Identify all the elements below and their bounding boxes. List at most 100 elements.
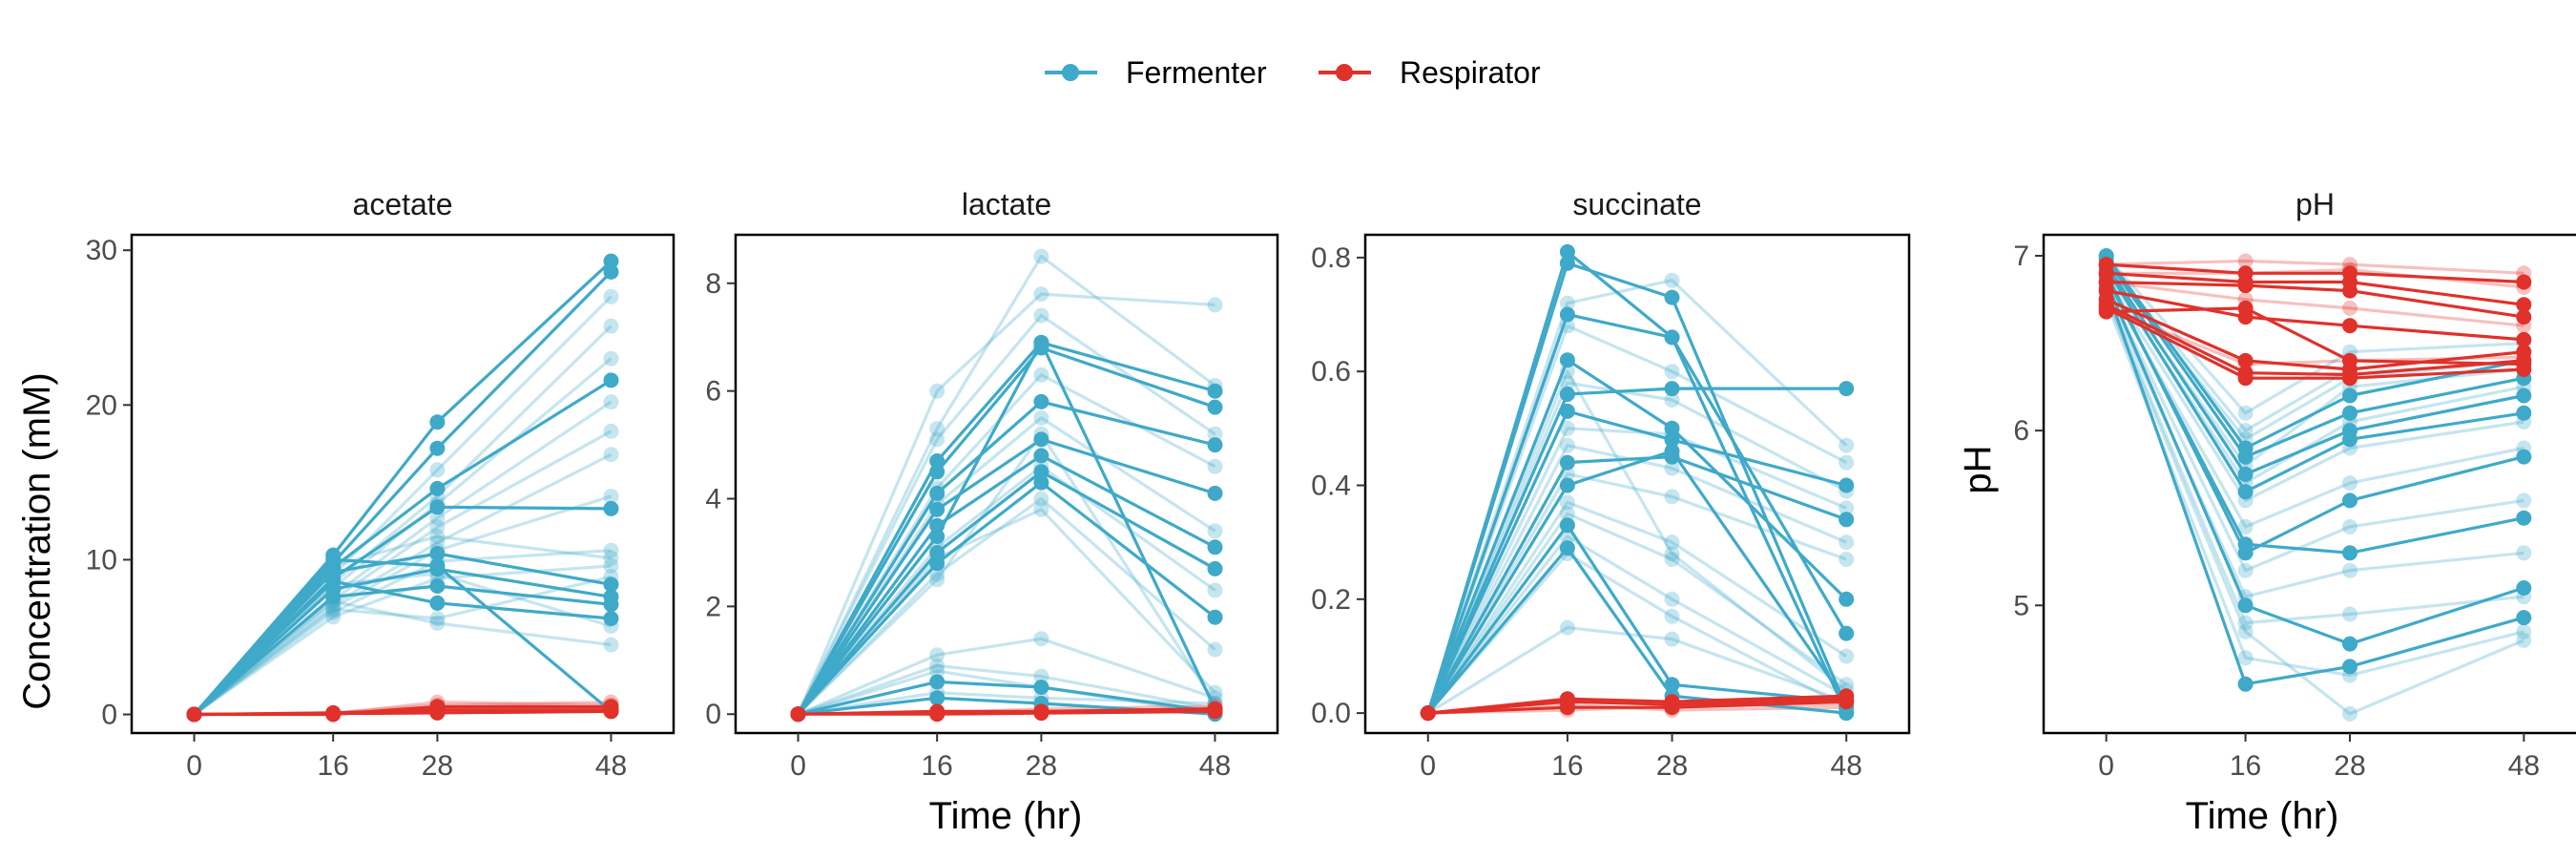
data-point-fermenter-6-3 — [1839, 512, 1855, 528]
panel-frame-acetate — [130, 233, 675, 735]
data-point-fermenter-13-1 — [1559, 420, 1575, 436]
data-point-fermenter-3-2 — [2342, 431, 2358, 448]
data-point-fermenter-15-3 — [603, 489, 619, 504]
series-line-fermenter-19 — [797, 637, 1216, 716]
data-point-fermenter-3-1 — [1559, 352, 1575, 368]
data-point-fermenter-9-1 — [929, 690, 945, 706]
data-point-fermenter-16-1 — [325, 604, 342, 620]
data-point-fermenter-1-1 — [1559, 255, 1575, 271]
data-point-fermenter-18-2 — [429, 611, 446, 626]
plot-area-lactate — [790, 248, 1223, 723]
series-line-fermenter-19 — [193, 599, 612, 716]
series-line-fermenter-18 — [193, 575, 612, 716]
data-point-fermenter-4-1 — [1559, 387, 1575, 402]
series-line-fermenter-6 — [1426, 455, 1847, 714]
data-point-fermenter-14-2 — [2342, 475, 2358, 492]
data-point-fermenter-6-1 — [1559, 454, 1575, 471]
data-point-fermenter-20-2 — [1033, 668, 1049, 684]
data-point-respirator-21-3 — [2516, 297, 2532, 313]
data-point-fermenter-16-3 — [1839, 648, 1855, 664]
data-point-fermenter-7-1 — [929, 529, 945, 544]
data-point-fermenter-19-3 — [2516, 623, 2532, 639]
data-point-fermenter-4-2 — [1664, 381, 1680, 397]
data-point-fermenter-6-3 — [2516, 580, 2532, 596]
panel-title-succinate: succinate — [1572, 187, 1701, 221]
series-line-fermenter-3 — [1426, 358, 1848, 714]
data-point-respirator-24-2 — [1033, 703, 1049, 720]
data-point-fermenter-12-2 — [429, 510, 446, 526]
series-line-fermenter-7 — [2105, 286, 2524, 686]
y-tick-label-lactate-4: 8 — [705, 268, 721, 300]
data-point-fermenter-2-3 — [2516, 388, 2532, 404]
data-point-respirator-24-1 — [929, 703, 945, 720]
series-line-fermenter-19 — [2105, 301, 2524, 678]
panel-frame-succinate — [1363, 233, 1911, 735]
series-line-respirator-26 — [2105, 306, 2524, 380]
data-point-fermenter-6-3 — [603, 597, 619, 613]
legend-item-fermenter: Fermenter — [1045, 55, 1267, 90]
data-point-respirator-27-2 — [2342, 352, 2358, 368]
data-point-fermenter-19-2 — [1033, 631, 1049, 647]
data-point-fermenter-3-3 — [1839, 591, 1855, 607]
series-line-respirator-24 — [194, 704, 612, 717]
data-point-fermenter-3-3 — [1207, 485, 1223, 501]
series-line-respirator-24 — [1427, 694, 1847, 715]
series-line-fermenter-0 — [797, 341, 1215, 715]
panel-title-ph: pH — [2296, 187, 2335, 221]
data-point-fermenter-17-3 — [1207, 684, 1223, 701]
y-tick-label-acetate-3: 30 — [86, 235, 117, 266]
data-point-fermenter-5-1 — [2237, 536, 2254, 553]
data-point-fermenter-7-2 — [1664, 443, 1680, 459]
y-tick-label-acetate-1: 10 — [86, 544, 117, 576]
data-point-fermenter-16-3 — [1207, 641, 1223, 658]
data-point-respirator-27-3 — [2516, 356, 2532, 372]
y-tick-label-ph-0: 5 — [2013, 590, 2029, 621]
series-line-fermenter-16 — [797, 496, 1216, 716]
series-line-respirator-24 — [798, 707, 1215, 716]
data-point-respirator-23-3 — [2516, 331, 2532, 347]
data-point-fermenter-14-3 — [1839, 534, 1855, 551]
data-point-fermenter-18-1 — [2237, 623, 2254, 639]
data-point-fermenter-7-3 — [603, 611, 619, 626]
data-point-fermenter-13-3 — [1839, 500, 1855, 516]
data-point-fermenter-16-2 — [1664, 534, 1680, 551]
x-tick-label-acetate-0: 0 — [186, 750, 202, 782]
data-point-respirator-22-2 — [2342, 283, 2358, 299]
series-line-respirator-20 — [2106, 262, 2524, 284]
data-point-fermenter-6-2 — [2342, 636, 2358, 652]
data-point-fermenter-14-2 — [1664, 460, 1680, 476]
data-point-fermenter-6-2 — [429, 578, 446, 594]
data-point-respirator-24-2 — [429, 699, 446, 715]
data-point-fermenter-17-1 — [2237, 615, 2254, 631]
y-tick-label-succinate-0: 0.0 — [1311, 698, 1351, 729]
data-point-fermenter-1-1 — [929, 464, 945, 480]
data-point-fermenter-9-1 — [2237, 423, 2254, 439]
data-point-fermenter-20-2 — [429, 529, 446, 545]
data-point-fermenter-1-1 — [2237, 449, 2254, 465]
data-point-fermenter-14-3 — [1207, 523, 1223, 539]
data-point-fermenter-15-2 — [2342, 518, 2358, 534]
data-point-fermenter-3-1 — [2237, 484, 2254, 500]
data-point-fermenter-14-1 — [2237, 518, 2254, 534]
data-point-respirator-24-3 — [603, 699, 619, 715]
data-point-fermenter-9-2 — [429, 462, 446, 478]
data-point-fermenter-11-2 — [1033, 248, 1049, 264]
y-tick-label-acetate-0: 0 — [101, 700, 117, 731]
data-point-fermenter-15-3 — [1207, 582, 1223, 598]
plot-area-succinate — [1420, 243, 1855, 722]
data-point-respirator-24-1 — [325, 706, 342, 723]
data-point-fermenter-21-2 — [1664, 546, 1680, 562]
legend-respirator-label: Respirator — [1400, 55, 1541, 90]
data-point-fermenter-7-2 — [429, 595, 446, 611]
data-point-fermenter-4-3 — [1839, 381, 1855, 397]
series-line-fermenter-14 — [193, 452, 613, 716]
x-tick-label-acetate-3: 48 — [595, 750, 627, 782]
series-line-fermenter-18 — [797, 432, 1216, 716]
data-point-fermenter-21-1 — [929, 663, 945, 680]
series-line-fermenter-17 — [2105, 293, 2524, 625]
data-point-respirator-24-3 — [1839, 688, 1855, 704]
series-line-fermenter-19 — [1426, 552, 1847, 715]
data-point-fermenter-4-3 — [2516, 449, 2532, 465]
data-point-fermenter-20-1 — [1559, 619, 1575, 636]
